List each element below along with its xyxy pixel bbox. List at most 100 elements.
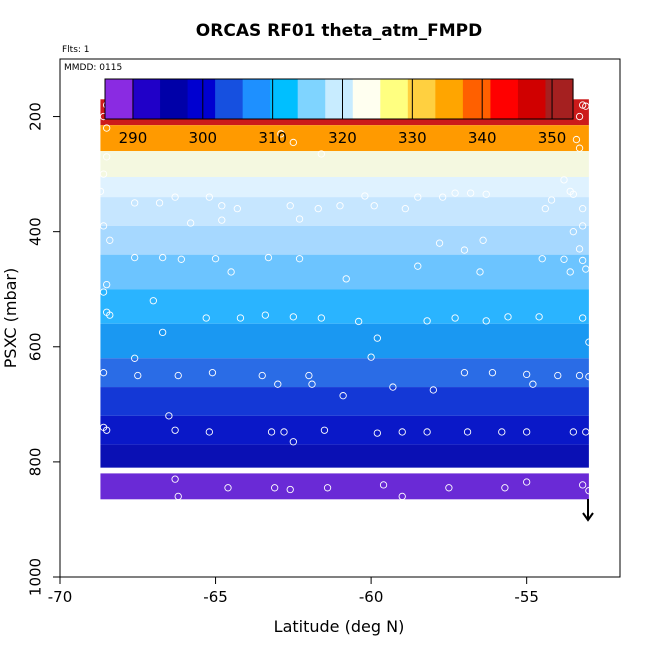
data-point	[575, 371, 584, 380]
y-tick-label: 400	[27, 217, 45, 246]
y-tick-label: 600	[27, 332, 45, 361]
colorbar-tick-label: 300	[188, 129, 217, 147]
data-point	[585, 487, 593, 495]
data-point	[165, 412, 173, 420]
data-point	[476, 268, 484, 276]
colorbar-frame	[104, 78, 574, 120]
data-point	[582, 265, 590, 273]
data-point	[317, 150, 325, 158]
data-point	[523, 428, 531, 436]
data-point	[579, 314, 587, 322]
data-point	[205, 193, 213, 201]
colorbar: 290 300 310 320 330 340 350	[104, 78, 574, 147]
data-point	[560, 255, 568, 263]
data-point	[99, 369, 108, 377]
x-axis-label: Latitude (deg N)	[274, 617, 405, 636]
data-point	[274, 380, 282, 388]
data-point	[435, 239, 444, 247]
data-point	[264, 253, 273, 262]
data-point	[579, 101, 587, 109]
data-point	[205, 428, 213, 436]
data-point	[361, 192, 369, 200]
data-point	[566, 268, 574, 276]
x-axis: -70 -65 -60 -55	[48, 577, 539, 606]
colorbar-swatch	[517, 79, 547, 119]
data-point	[529, 380, 537, 388]
data-point	[131, 253, 139, 262]
data-point	[218, 216, 226, 224]
data-point	[579, 204, 587, 213]
data-band-10	[100, 387, 589, 416]
colorbar-swatch	[462, 79, 492, 119]
data-point	[211, 255, 220, 263]
data-point	[103, 280, 111, 289]
data-point	[579, 481, 587, 489]
colorbar-swatch	[242, 79, 271, 119]
direction-arrow-icon	[582, 499, 594, 522]
data-point	[535, 313, 543, 321]
plot-frame	[59, 58, 621, 578]
data-band-6	[100, 254, 589, 290]
data-point	[134, 371, 142, 380]
data-point	[373, 334, 381, 342]
data-point	[99, 288, 108, 296]
data-point	[149, 297, 157, 305]
data-point	[554, 371, 562, 380]
data-point	[280, 428, 288, 436]
data-point	[355, 317, 363, 326]
data-point	[423, 317, 431, 325]
data-point	[177, 255, 185, 263]
data-point	[579, 222, 587, 230]
data-band-1	[100, 125, 589, 152]
data-point	[585, 338, 593, 346]
data-point	[218, 202, 226, 210]
colorbar-tick-label: 340	[468, 129, 497, 147]
colorbar-tick-label: 320	[328, 129, 357, 147]
data-point	[342, 275, 350, 283]
colorbar-swatch	[132, 79, 161, 119]
data-point	[451, 189, 459, 197]
data-band-7	[100, 289, 589, 324]
data-point	[171, 193, 179, 201]
y-tick-label: 1000	[27, 558, 45, 596]
colorbar-swatch	[297, 79, 326, 119]
data-point	[267, 428, 276, 436]
data-point	[261, 311, 269, 319]
data-point	[401, 204, 409, 213]
colorbar-swatch	[380, 79, 409, 119]
data-point	[233, 204, 241, 213]
data-point	[155, 199, 164, 207]
colorbar-swatch	[435, 79, 464, 119]
colorbar-tick-label: 290	[119, 129, 148, 147]
data-point	[398, 428, 406, 436]
data-point	[174, 371, 182, 380]
colorbar-swatch	[270, 79, 299, 119]
y-tick-label: 200	[27, 102, 45, 131]
colorbar-ticks: 290 300 310 320 330 340 350	[119, 79, 566, 147]
data-point	[579, 256, 587, 265]
data-point	[103, 153, 111, 161]
data-point	[585, 373, 593, 381]
data-band-5	[100, 225, 589, 255]
data-point	[429, 386, 437, 394]
data-band-2	[100, 151, 589, 177]
data-point	[202, 314, 210, 322]
data-point	[566, 187, 574, 196]
data-point	[320, 426, 329, 434]
data-point	[575, 144, 584, 152]
data-point	[286, 485, 294, 494]
data-point	[460, 246, 469, 254]
y-axis-label: PSXC (mbar)	[1, 268, 20, 368]
data-point	[159, 328, 167, 337]
colorbar-swatch	[215, 79, 244, 119]
data-point	[187, 219, 195, 227]
data-point	[538, 255, 546, 263]
data-point	[582, 102, 590, 110]
data-point	[547, 196, 556, 204]
x-tick-label: -70	[48, 588, 73, 606]
data-point	[482, 317, 490, 325]
data-point	[106, 311, 114, 319]
date-annotation: MMDD: 0115	[64, 63, 122, 73]
data-point	[99, 423, 108, 432]
